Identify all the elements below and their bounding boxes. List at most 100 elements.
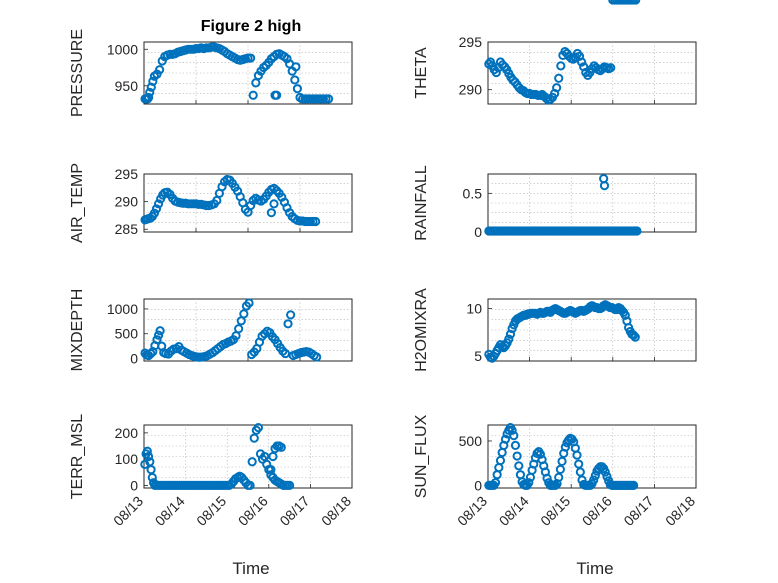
y-axis-label: PRESSURE <box>69 29 86 117</box>
data-point <box>574 459 584 469</box>
y-axis-label: H2OMIXRA <box>413 288 430 372</box>
y-axis-label: SUN_FLUX <box>413 414 430 498</box>
x-tick-label: 08/13 <box>110 493 146 529</box>
panel-mixdepth: 0 500 1000 MIXDEPTH <box>69 289 353 371</box>
y-tick-label: 0 <box>130 477 138 493</box>
x-tick-label: 08/17 <box>276 493 312 529</box>
x-tick-label: 08/18 <box>318 493 354 529</box>
data-point <box>151 204 162 214</box>
data-point <box>500 434 511 444</box>
y-tick-label: 0 <box>474 224 482 240</box>
y-tick-label: 10 <box>466 301 482 317</box>
y-axis-label: RAINFALL <box>413 165 430 241</box>
data-point <box>246 53 256 63</box>
data-point <box>290 75 300 85</box>
data-point <box>490 478 501 488</box>
data-point <box>577 57 587 67</box>
data-point <box>631 0 641 5</box>
data-point <box>555 464 565 474</box>
plot-area <box>143 424 353 489</box>
data-point <box>272 90 282 100</box>
data-point <box>312 352 322 362</box>
x-axis-label-right: Time <box>576 559 613 578</box>
data-point <box>146 82 156 92</box>
x-tick-label: 08/15 <box>537 493 573 529</box>
data-point <box>245 480 255 490</box>
data-point <box>152 335 162 345</box>
y-tick-label: 950 <box>115 78 139 94</box>
y-tick-label: 1000 <box>107 41 138 57</box>
x-tick-label: 08/14 <box>496 493 532 529</box>
data-point <box>153 199 164 209</box>
data-point <box>145 87 155 97</box>
y-tick-label: 0 <box>130 351 138 367</box>
data-point <box>602 471 612 482</box>
data-point <box>266 465 276 475</box>
data-point <box>266 208 276 218</box>
data-point <box>629 480 639 490</box>
data-point <box>572 450 582 460</box>
data-point <box>244 298 254 308</box>
data-point <box>629 330 639 340</box>
data-point <box>504 334 514 344</box>
panel-terr-msl: 0 100 200 08/13 08/14 08/15 08/16 08/17 08/18 TER… <box>69 414 354 529</box>
data-point <box>632 226 642 236</box>
x-axis-label-left: Time <box>232 559 269 578</box>
data-point <box>590 470 600 481</box>
figure-title: Figure 2 high <box>201 18 301 35</box>
data-point <box>149 208 159 218</box>
data-point <box>260 451 270 462</box>
panel-air-temp: 285 290 295 AIR_TEMP <box>69 163 353 243</box>
data-point <box>630 332 640 342</box>
panel-pressure: 950 1000 PRESSURE <box>69 29 353 117</box>
data-point <box>311 216 321 227</box>
data-point <box>606 63 616 73</box>
data-point <box>283 319 293 329</box>
data-point <box>550 480 560 490</box>
y-tick-label: 285 <box>115 221 139 237</box>
data-point <box>524 478 534 488</box>
data-point <box>286 310 296 320</box>
x-tick-label: 08/16 <box>235 493 271 529</box>
y-tick-label: 0.5 <box>463 185 483 201</box>
y-axis-label: THETA <box>413 47 430 99</box>
plot-area <box>487 173 697 233</box>
data-point <box>239 309 249 319</box>
data-point <box>535 449 546 459</box>
y-tick-label: 500 <box>459 433 483 449</box>
data-point <box>146 348 156 359</box>
data-point <box>507 425 517 435</box>
y-tick-label: 1000 <box>107 301 138 317</box>
y-tick-label: 100 <box>115 451 139 467</box>
data-point <box>560 442 570 452</box>
data-point <box>249 433 259 443</box>
data-point <box>324 94 334 104</box>
panel-theta: 290 295 THETA <box>413 0 697 105</box>
data-point <box>143 451 154 462</box>
data-point <box>153 330 164 340</box>
data-point <box>268 451 278 462</box>
data-point <box>514 461 524 471</box>
data-point <box>620 310 630 320</box>
data-point <box>557 456 567 466</box>
data-point <box>600 467 610 477</box>
y-tick-label: 295 <box>459 34 483 50</box>
x-tick-label: 08/14 <box>152 493 188 529</box>
data-point <box>248 90 258 100</box>
data-point <box>280 348 291 359</box>
data-point <box>155 326 165 336</box>
y-tick-label: 5 <box>474 348 482 364</box>
data-point <box>554 73 564 83</box>
data-point <box>589 475 599 485</box>
data-point <box>276 442 286 452</box>
data-point <box>510 440 521 451</box>
data-point <box>247 457 257 467</box>
data-point <box>575 467 585 477</box>
panel-h2omixra: 5 10 H2OMIXRA <box>413 288 697 372</box>
data-point <box>148 76 158 86</box>
y-tick-label: 0 <box>474 477 482 493</box>
data-point <box>155 65 165 75</box>
data-point <box>542 473 552 483</box>
data-point <box>144 92 154 103</box>
data-point <box>545 94 556 104</box>
